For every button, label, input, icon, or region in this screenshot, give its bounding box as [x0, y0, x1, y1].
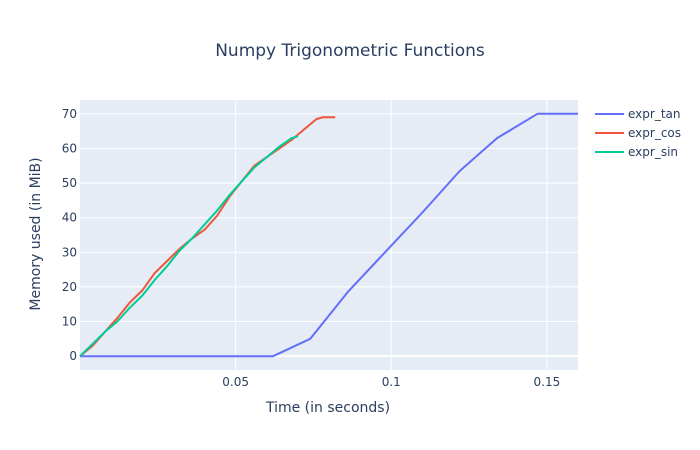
y-tick-label: 20: [62, 280, 77, 294]
legend-label: expr_tan: [628, 107, 681, 121]
legend-item-expr-cos[interactable]: expr_cos: [595, 126, 681, 140]
plot-area: [80, 100, 578, 370]
legend[interactable]: expr_tan expr_cos expr_sin: [595, 107, 681, 159]
legend-item-expr-sin[interactable]: expr_sin: [595, 145, 678, 159]
x-tick-label: 0.15: [534, 375, 561, 389]
series-lines: [79, 112, 578, 358]
x-axis-title: Time (in seconds): [265, 400, 390, 416]
grid-lines: [80, 100, 578, 370]
x-tick-label: 0.1: [382, 375, 401, 389]
series-line-expr-tan: [80, 112, 578, 358]
y-tick-label: 60: [62, 141, 77, 155]
legend-label: expr_cos: [628, 126, 681, 140]
series-line-expr-cos: [79, 116, 336, 357]
x-tick-label: 0.05: [222, 375, 249, 389]
legend-label: expr_sin: [628, 145, 678, 159]
y-tick-label: 30: [62, 245, 77, 259]
legend-item-expr-tan[interactable]: expr_tan: [595, 107, 681, 121]
series-line-expr-sin: [79, 135, 299, 357]
y-tick-label: 50: [62, 176, 77, 190]
y-tick-label: 70: [62, 107, 77, 121]
chart-title: Numpy Trigonometric Functions: [215, 41, 485, 61]
y-axis-title: Memory used (in MiB): [28, 157, 44, 310]
y-tick-label: 0: [69, 349, 77, 363]
y-tick-label: 40: [62, 211, 77, 225]
y-tick-label: 10: [62, 315, 77, 329]
x-axis-ticks: 0.05 0.1 0.15: [222, 375, 560, 389]
y-axis-ticks: 0 10 20 30 40 50 60 70: [62, 107, 77, 363]
